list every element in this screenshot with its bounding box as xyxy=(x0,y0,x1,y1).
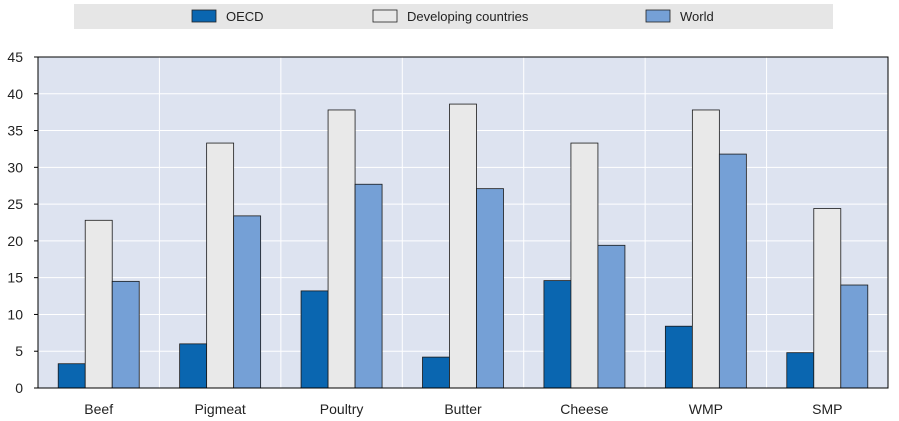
bar xyxy=(111,280,140,389)
bar xyxy=(449,103,477,389)
y-tick-label: 0 xyxy=(15,380,23,396)
bar xyxy=(206,142,235,389)
legend-label: OECD xyxy=(226,9,264,24)
y-tick-label: 30 xyxy=(7,159,23,175)
x-tick-label: Beef xyxy=(84,401,113,417)
y-tick-label: 5 xyxy=(15,343,23,359)
legend-swatch xyxy=(645,9,671,23)
plot-border xyxy=(37,56,889,389)
x-axis-labels: Beef Pigmeat Poultry Butter Cheese WMP SMP xyxy=(84,401,842,417)
bar xyxy=(327,109,356,389)
bar xyxy=(718,153,747,389)
y-tick-label: 40 xyxy=(7,86,23,102)
bar xyxy=(543,280,572,389)
bar xyxy=(786,352,815,389)
x-tick-label: Butter xyxy=(444,401,482,417)
bar xyxy=(840,284,869,389)
legend-swatch xyxy=(191,9,217,23)
y-tick-label: 45 xyxy=(7,49,23,65)
y-tick-label: 25 xyxy=(7,196,23,212)
bar xyxy=(664,325,693,389)
x-tick-label: Cheese xyxy=(560,401,608,417)
x-tick-label: SMP xyxy=(812,401,842,417)
legend-label: World xyxy=(680,9,714,24)
bar xyxy=(57,363,86,389)
bar xyxy=(422,356,450,389)
legend-swatch xyxy=(372,9,398,23)
y-axis-ticks: 0 5 10 15 20 25 30 35 40 45 xyxy=(7,49,38,396)
bar xyxy=(813,208,842,389)
y-tick-label: 35 xyxy=(7,123,23,139)
y-tick-label: 10 xyxy=(7,306,23,322)
y-tick-label: 20 xyxy=(7,233,23,249)
x-tick-label: Pigmeat xyxy=(194,401,245,417)
legend-item: World xyxy=(645,9,714,24)
x-tick-label: Poultry xyxy=(320,401,364,417)
bar xyxy=(179,343,208,389)
bars xyxy=(57,103,869,389)
bar xyxy=(570,142,599,389)
bar xyxy=(300,290,329,389)
bar xyxy=(354,183,383,389)
x-tick-label: WMP xyxy=(689,401,723,417)
bar xyxy=(476,188,504,389)
legend: OECD Developing countries World xyxy=(191,9,714,24)
y-tick-label: 15 xyxy=(7,270,23,286)
bar xyxy=(84,219,113,389)
bar xyxy=(233,215,262,389)
legend-label: Developing countries xyxy=(407,9,529,24)
legend-item: OECD xyxy=(191,9,264,24)
bar xyxy=(597,244,626,389)
legend-item: Developing countries xyxy=(372,9,529,24)
bar xyxy=(691,109,720,389)
